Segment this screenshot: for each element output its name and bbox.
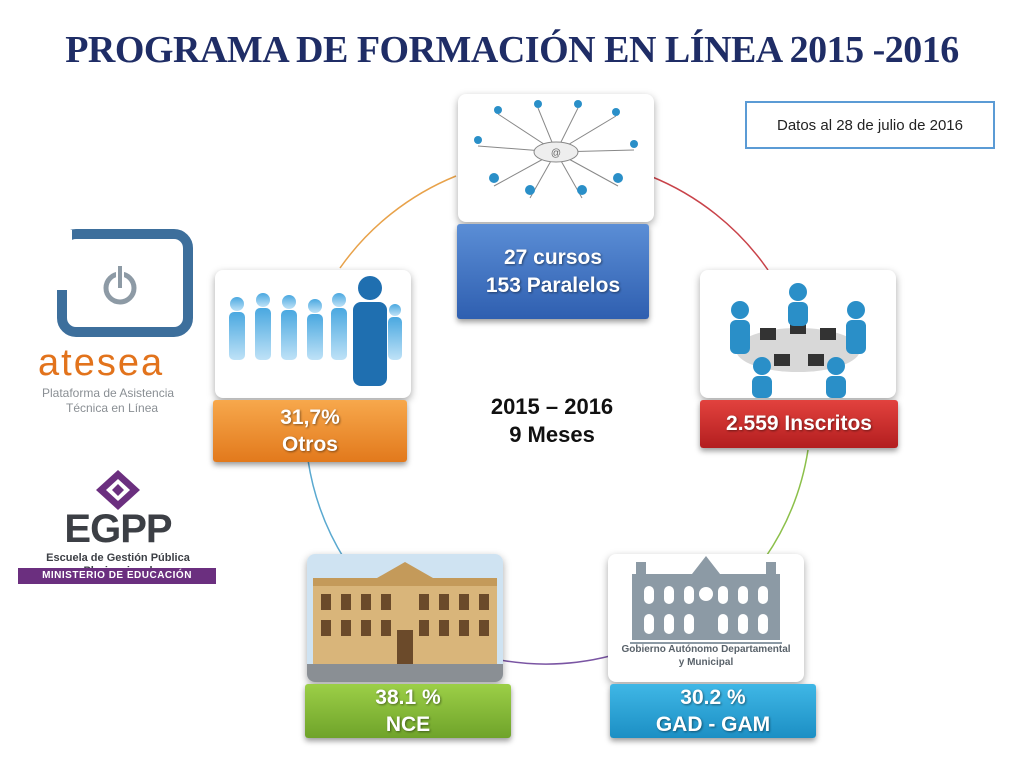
nce-card: 38.1 % NCE — [305, 684, 511, 738]
gad-caption-line2: y Municipal — [678, 656, 734, 668]
gad-caption-line1: Gobierno Autónomo Departamental — [621, 644, 791, 655]
courses-card: 27 cursos 153 Paralelos — [457, 224, 649, 319]
power-icon — [54, 229, 193, 337]
nce-percent: 38.1 % — [375, 685, 441, 709]
enrolled-card: 2.559 Inscritos — [700, 400, 898, 448]
gad-percent: 30.2 % — [680, 685, 746, 709]
atesea-logo: atesea Plataforma de Asistencia Técnica … — [28, 226, 218, 426]
date-note-box: Datos al 28 de julio de 2016 — [745, 101, 995, 149]
period-duration: 9 Meses — [509, 421, 595, 447]
gad-building-image: Gobierno Autónomo Departamental y Munici… — [608, 554, 804, 682]
atesea-tagline: Plataforma de Asistencia Técnica en Líne… — [42, 386, 212, 416]
others-percent: 31,7% — [280, 405, 340, 429]
people-image — [215, 270, 411, 398]
ring-arc-purple — [499, 655, 611, 665]
ring-arc-cyan — [307, 459, 346, 561]
nce-label: NCE — [385, 713, 431, 736]
gad-card: 30.2 % GAD - GAM — [610, 684, 816, 738]
atesea-tagline-line1: Plataforma de Asistencia — [42, 386, 175, 400]
others-card: 31,7% Otros — [213, 400, 407, 462]
ring-arc-green — [764, 449, 809, 559]
ring-arc-red — [649, 175, 769, 271]
atesea-tagline-line2: Técnica en Línea — [66, 401, 159, 415]
gad-image-caption: Gobierno Autónomo Departamental y Munici… — [608, 644, 804, 669]
date-note: Datos al 28 de julio de 2016 — [777, 116, 963, 134]
network-image: @ — [458, 94, 654, 222]
period-summary: 2015 – 2016 9 Meses — [452, 393, 652, 448]
egpp-wordmark: EGPP — [64, 507, 172, 551]
courses-parallels: 153 Paralelos — [485, 273, 621, 297]
egpp-emblem-icon — [96, 470, 140, 510]
gad-label: GAD - GAM — [655, 713, 771, 736]
period-years: 2015 – 2016 — [490, 394, 614, 419]
svg-text:@: @ — [551, 148, 561, 159]
courses-count: 27 cursos — [503, 246, 603, 270]
atesea-wordmark: atesea — [38, 342, 165, 384]
enrolled-count: 2.559 Inscritos — [726, 412, 872, 436]
others-label: Otros — [281, 433, 338, 456]
egpp-ministry-banner: MINISTERIO DE EDUCACIÓN — [18, 568, 216, 584]
egpp-logo: EGPP Escuela de Gestión Pública Plurinac… — [18, 468, 218, 586]
meeting-image — [700, 270, 896, 398]
page-title: PROGRAMA DE FORMACIÓN EN LÍNEA 2015 -201… — [65, 29, 959, 71]
ring-arc-orange — [339, 175, 457, 269]
government-building-image — [307, 554, 503, 682]
